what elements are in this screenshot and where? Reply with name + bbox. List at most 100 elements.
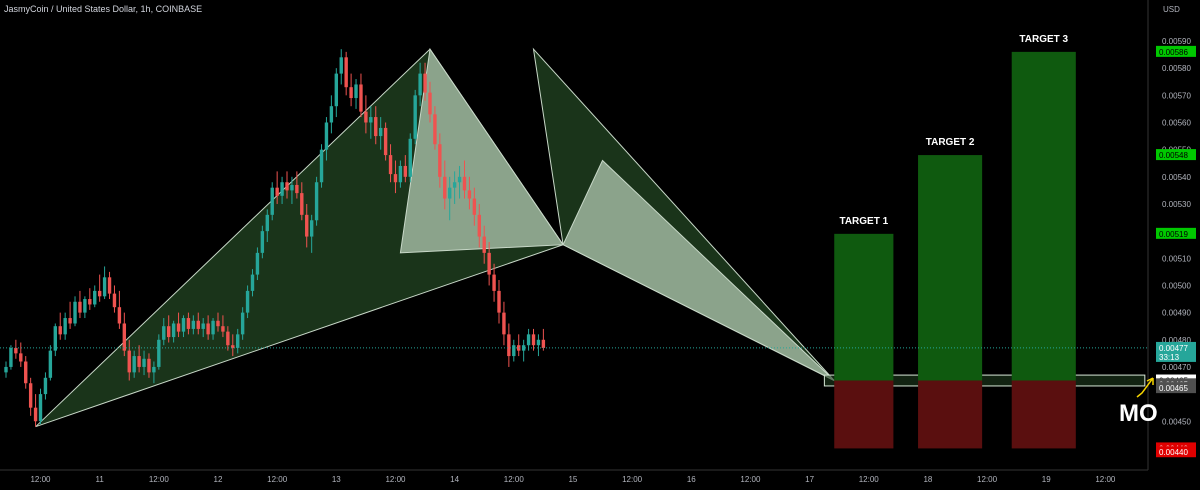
candle-body (344, 57, 348, 88)
time-tick: 12:00 (267, 475, 288, 484)
candle-body (408, 138, 412, 177)
candle-body (359, 84, 363, 112)
candle-body (58, 326, 62, 335)
candle-body (423, 73, 427, 93)
candle-body (97, 290, 102, 297)
candle-body (517, 345, 521, 351)
target-1-profit-zone (834, 233, 894, 381)
candle-body (309, 220, 314, 237)
time-tick: 12:00 (504, 475, 525, 484)
candle-body (102, 277, 107, 297)
price-tick: 0.00570 (1162, 91, 1191, 100)
target-1-label: TARGET 1 (839, 216, 888, 227)
pattern-leg-ab (399, 47, 565, 254)
candle-body (142, 358, 146, 367)
price-tag-value: 0.00586 (1159, 48, 1188, 57)
candle-body (166, 326, 171, 338)
candle-body (73, 301, 77, 324)
candle-body (487, 252, 491, 275)
candle-body (438, 144, 442, 177)
candle-body (245, 290, 250, 313)
candle-body (260, 231, 265, 253)
candlestick-series (4, 49, 546, 427)
candle-body (9, 347, 13, 367)
candle-body (231, 345, 235, 348)
candle-body (334, 73, 339, 107)
candle-body (497, 290, 501, 313)
entry-zone (823, 374, 1146, 387)
target-2-profit-zone (918, 155, 983, 381)
candle-body (152, 366, 156, 373)
time-tick: 13 (332, 475, 341, 484)
candle-body (275, 187, 279, 196)
candle-body (452, 182, 457, 188)
candle-body (176, 323, 181, 332)
price-tag-value: 0.00440 (1159, 448, 1188, 457)
candle-body (196, 320, 200, 329)
price-tag-value: 0.00519 (1159, 230, 1188, 239)
candle-body (354, 84, 358, 99)
price-tag (1156, 149, 1196, 161)
time-tick: 16 (687, 475, 696, 484)
candle-body (462, 176, 467, 191)
candle-body (38, 394, 43, 422)
candle-body (512, 345, 516, 357)
target-boxes: TARGET 1 TARGET 2 TARGET 3 (823, 34, 1146, 449)
target-2-stop-zone (918, 380, 983, 449)
candle-body (19, 353, 23, 362)
candle-body (393, 174, 398, 183)
candle-body (502, 312, 506, 335)
candle-body (536, 339, 541, 346)
price-tag (1156, 227, 1196, 239)
currency-label: USD (1163, 5, 1180, 14)
candle-body (132, 356, 136, 373)
candle-body (24, 361, 28, 384)
candle-body (280, 182, 284, 196)
price-tick: 0.00530 (1162, 200, 1191, 209)
candle-body (482, 236, 486, 253)
candle-body (93, 290, 97, 305)
candle-body (240, 312, 245, 335)
candle-body (378, 127, 383, 137)
time-axis[interactable]: 12:00 11 12:00 12 12:00 13 12:00 14 12:00 15 12:00… (30, 475, 1115, 484)
time-tick: 12:00 (149, 475, 170, 484)
candle-body (83, 299, 87, 313)
candle-body (147, 358, 151, 373)
candle-body (457, 176, 462, 183)
price-tag (1156, 446, 1196, 458)
candle-body (285, 182, 289, 191)
candle-body (339, 57, 343, 74)
candle-body (157, 339, 161, 367)
target-3-label: TARGET 3 (1019, 34, 1068, 45)
price-tick: 0.00500 (1162, 281, 1191, 290)
candle-body (388, 155, 393, 175)
time-tick: 12:00 (385, 475, 406, 484)
time-tick: 15 (568, 475, 577, 484)
price-tick: 0.00590 (1162, 37, 1191, 46)
price-tick: 0.00490 (1162, 309, 1191, 318)
candle-body (295, 184, 299, 194)
candle-body (48, 350, 53, 378)
price-tag-countdown: 33:13 (1159, 353, 1180, 362)
candle-body (418, 73, 422, 96)
price-tag-value: 0.00548 (1159, 151, 1188, 160)
candle-body (206, 323, 210, 335)
candle-body (521, 345, 526, 351)
candle-body (428, 92, 432, 115)
arrow-icon (1136, 377, 1154, 398)
target-2-label: TARGET 2 (926, 137, 975, 148)
price-tag (1156, 45, 1196, 57)
candle-body (443, 176, 447, 199)
symbol-title: JasmyCoin / United States Dollar, 1h, CO… (4, 4, 202, 14)
candle-body (211, 320, 215, 335)
time-tick: 18 (923, 475, 932, 484)
candle-body (236, 334, 240, 348)
candle-body (319, 149, 324, 183)
candle-body (290, 184, 294, 191)
time-tick: 12:00 (30, 475, 51, 484)
price-tag-value: 0.00465 (1159, 384, 1188, 393)
candle-body (433, 114, 437, 145)
candle-body (314, 182, 319, 221)
